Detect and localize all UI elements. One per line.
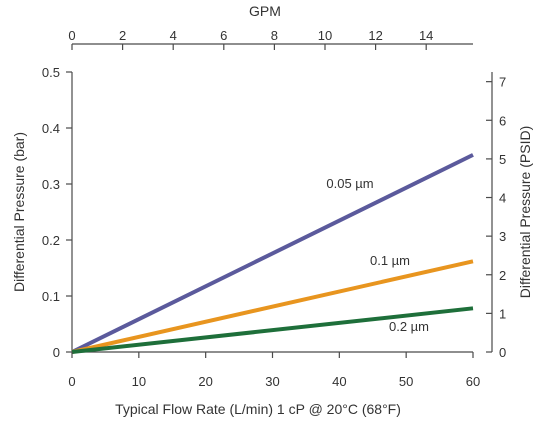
series-label: 0.2 µm [389,319,429,334]
right-tick-label: 4 [499,191,506,206]
y-tick-label: 0.2 [42,233,60,248]
top-tick-label: 14 [419,28,433,43]
series-label: 0.1 µm [370,253,410,268]
right-tick-label: 0 [499,345,506,360]
x-tick-label: 20 [198,374,212,389]
right-tick-label: 7 [499,75,506,90]
y-tick-label: 0 [53,345,60,360]
series-line-1 [71,259,474,354]
top-tick-label: 2 [119,28,126,43]
x-tick-label: 30 [265,374,279,389]
y-tick-label: 0.3 [42,177,60,192]
top-tick-label: 0 [68,28,75,43]
x-tick-label: 60 [466,374,480,389]
top-tick-label: 6 [220,28,227,43]
x-axis-title: Typical Flow Rate (L/min) 1 cP @ 20°C (6… [115,401,401,417]
x-tick-label: 0 [68,374,75,389]
x-tick-label: 40 [332,374,346,389]
top-tick-label: 10 [318,28,332,43]
right-tick-label: 1 [499,306,506,321]
top-tick-label: 12 [368,28,382,43]
y-tick-label: 0.4 [42,121,60,136]
right-tick-label: 6 [499,113,506,128]
right-tick-label: 3 [499,229,506,244]
x-tick-label: 50 [399,374,413,389]
series-layer: 0.05 µm 0.1 µm 0.2 µm [71,153,474,354]
y-tick-label: 0.1 [42,289,60,304]
right-axis-title: Differential Pressure (PSID) [517,126,533,298]
series-label: 0.05 µm [326,176,373,191]
y-tick-label: 0.5 [42,65,60,80]
series-line-2 [71,306,474,354]
right-tick-label: 5 [499,152,506,167]
top-tick-label: 8 [271,28,278,43]
top-axis-title: GPM [249,3,281,19]
top-tick-label: 4 [170,28,177,43]
right-tick-label: 2 [499,268,506,283]
x-tick-label: 10 [132,374,146,389]
series-line-0 [71,153,474,354]
y-axis-title: Differential Pressure (bar) [11,132,27,292]
